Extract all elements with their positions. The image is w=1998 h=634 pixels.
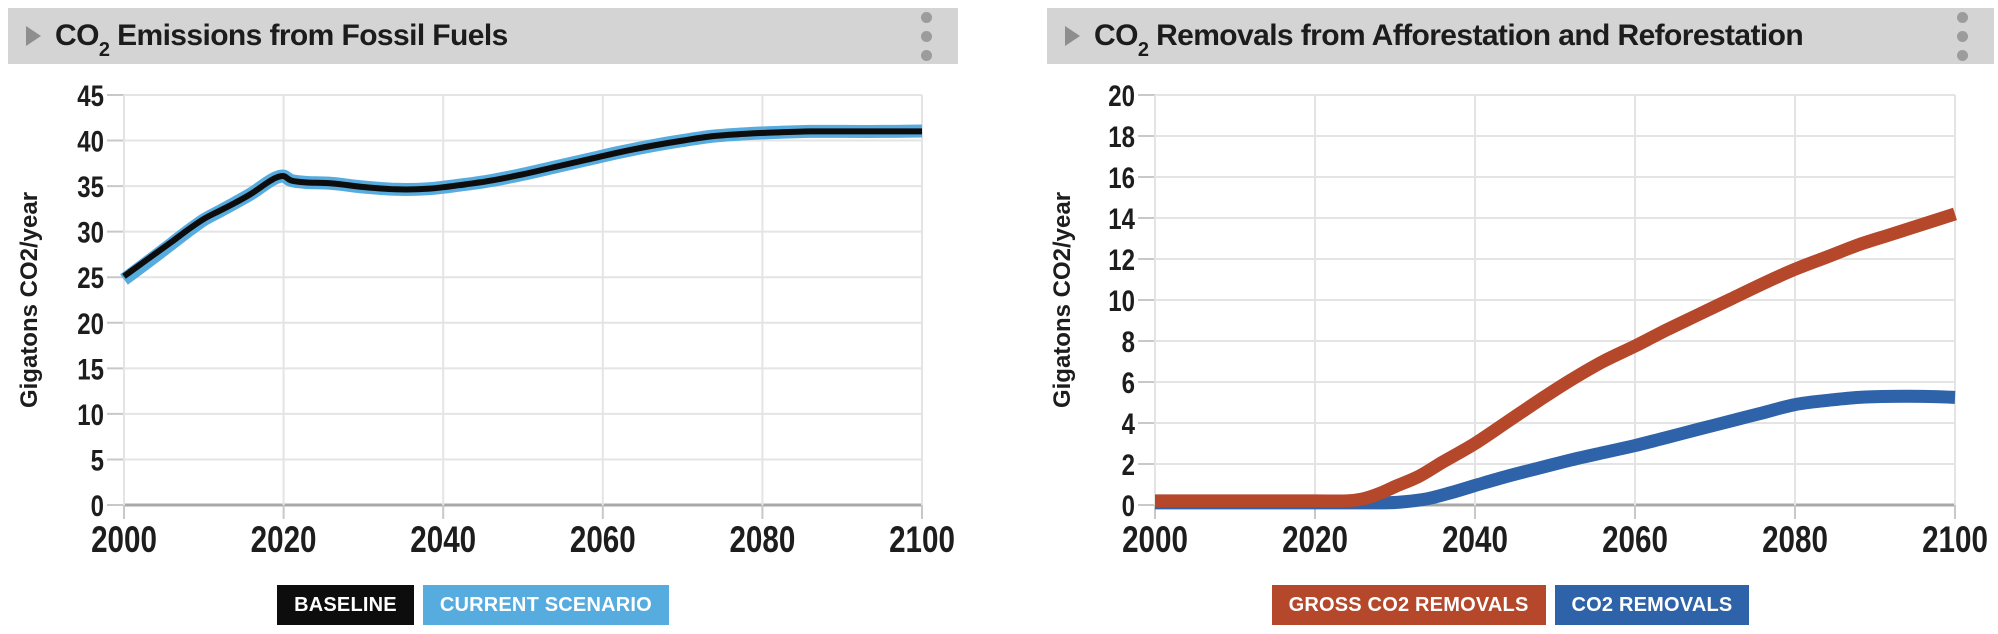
x-tick-label: 2000 — [91, 520, 157, 561]
y-tick-label: 2 — [1122, 447, 1135, 481]
removals-panel: CO2 Removals from Afforestation and Refo… — [1047, 8, 1994, 625]
expand-triangle-icon[interactable] — [1065, 26, 1080, 46]
y-tick-label: 45 — [77, 78, 104, 112]
x-tick-label: 2060 — [1602, 520, 1668, 561]
y-axis-label: Gigatons CO2/year — [1049, 192, 1076, 408]
x-tick-label: 2000 — [1122, 520, 1188, 561]
legend-gross-co2-removals[interactable]: GROSS CO2 REMOVALS — [1271, 585, 1546, 625]
emissions-panel-header: CO2 Emissions from Fossil Fuels — [8, 8, 958, 64]
legend-co2-removals[interactable]: CO2 REMOVALS — [1554, 585, 1750, 625]
y-tick-label: 0 — [1122, 488, 1135, 522]
y-tick-label: 20 — [1108, 78, 1135, 112]
y-tick-label: 6 — [1122, 365, 1135, 399]
emissions-chart: 0 5 10 15 20 25 30 35 40 45 2000 2020 2040 2060 2080 21… — [16, 78, 955, 561]
x-tick-label: 2080 — [1762, 520, 1828, 561]
y-tick-label: 4 — [1122, 406, 1135, 440]
y-tick-label: 14 — [1108, 201, 1135, 235]
y-tick-label: 25 — [77, 261, 104, 295]
x-tick-label: 2020 — [1282, 520, 1348, 561]
co2-removals-line — [1155, 389, 1956, 510]
y-tick-label: 15 — [77, 352, 104, 386]
legend-baseline[interactable]: BASELINE — [277, 585, 414, 625]
y-axis-label: Gigatons CO2/year — [16, 192, 43, 408]
y-tick-label: 0 — [91, 488, 104, 522]
y-tick-label: 10 — [1108, 283, 1135, 317]
legend-current-scenario[interactable]: CURRENT SCENARIO — [422, 585, 669, 625]
y-tick-label: 20 — [77, 306, 104, 340]
x-tick-label: 2100 — [889, 520, 955, 561]
removals-legend: GROSS CO2 REMOVALS CO2 REMOVALS — [1037, 585, 1984, 625]
y-tick-label: 5 — [91, 443, 104, 477]
x-tick-label: 2060 — [570, 520, 636, 561]
kebab-menu-icon[interactable] — [1951, 8, 1974, 65]
emissions-legend: BASELINE CURRENT SCENARIO — [0, 585, 948, 625]
removals-panel-header: CO2 Removals from Afforestation and Refo… — [1047, 8, 1994, 64]
gross-co2-removals-line — [1154, 207, 1957, 508]
expand-triangle-icon[interactable] — [26, 26, 41, 46]
y-tick-label: 8 — [1122, 324, 1135, 358]
y-tick-label: 18 — [1108, 119, 1135, 153]
x-tick-label: 2040 — [1442, 520, 1508, 561]
y-tick-label: 12 — [1108, 242, 1135, 276]
chart-title: CO2 Emissions from Fossil Fuels — [55, 19, 508, 61]
emissions-panel: CO2 Emissions from Fossil Fuels 0 5 10 15 20… — [8, 8, 958, 625]
y-tick-label: 35 — [77, 170, 104, 204]
y-tick-label: 30 — [77, 215, 104, 249]
y-tick-label: 16 — [1108, 160, 1135, 194]
x-tick-label: 2040 — [410, 520, 476, 561]
chart-title: CO2 Removals from Afforestation and Refo… — [1094, 19, 1804, 61]
kebab-menu-icon[interactable] — [915, 8, 938, 65]
x-tick-label: 2100 — [1922, 520, 1988, 561]
y-tick-label: 40 — [77, 124, 104, 158]
baseline-line — [122, 128, 922, 279]
removals-chart: 0 2 4 6 8 10 12 14 16 18 20 2000 2020 2040 2060 2080 210… — [1049, 78, 1988, 561]
x-tick-label: 2080 — [729, 520, 795, 561]
y-tick-label: 10 — [77, 397, 104, 431]
x-tick-label: 2020 — [251, 520, 317, 561]
current-scenario-line — [120, 124, 923, 285]
